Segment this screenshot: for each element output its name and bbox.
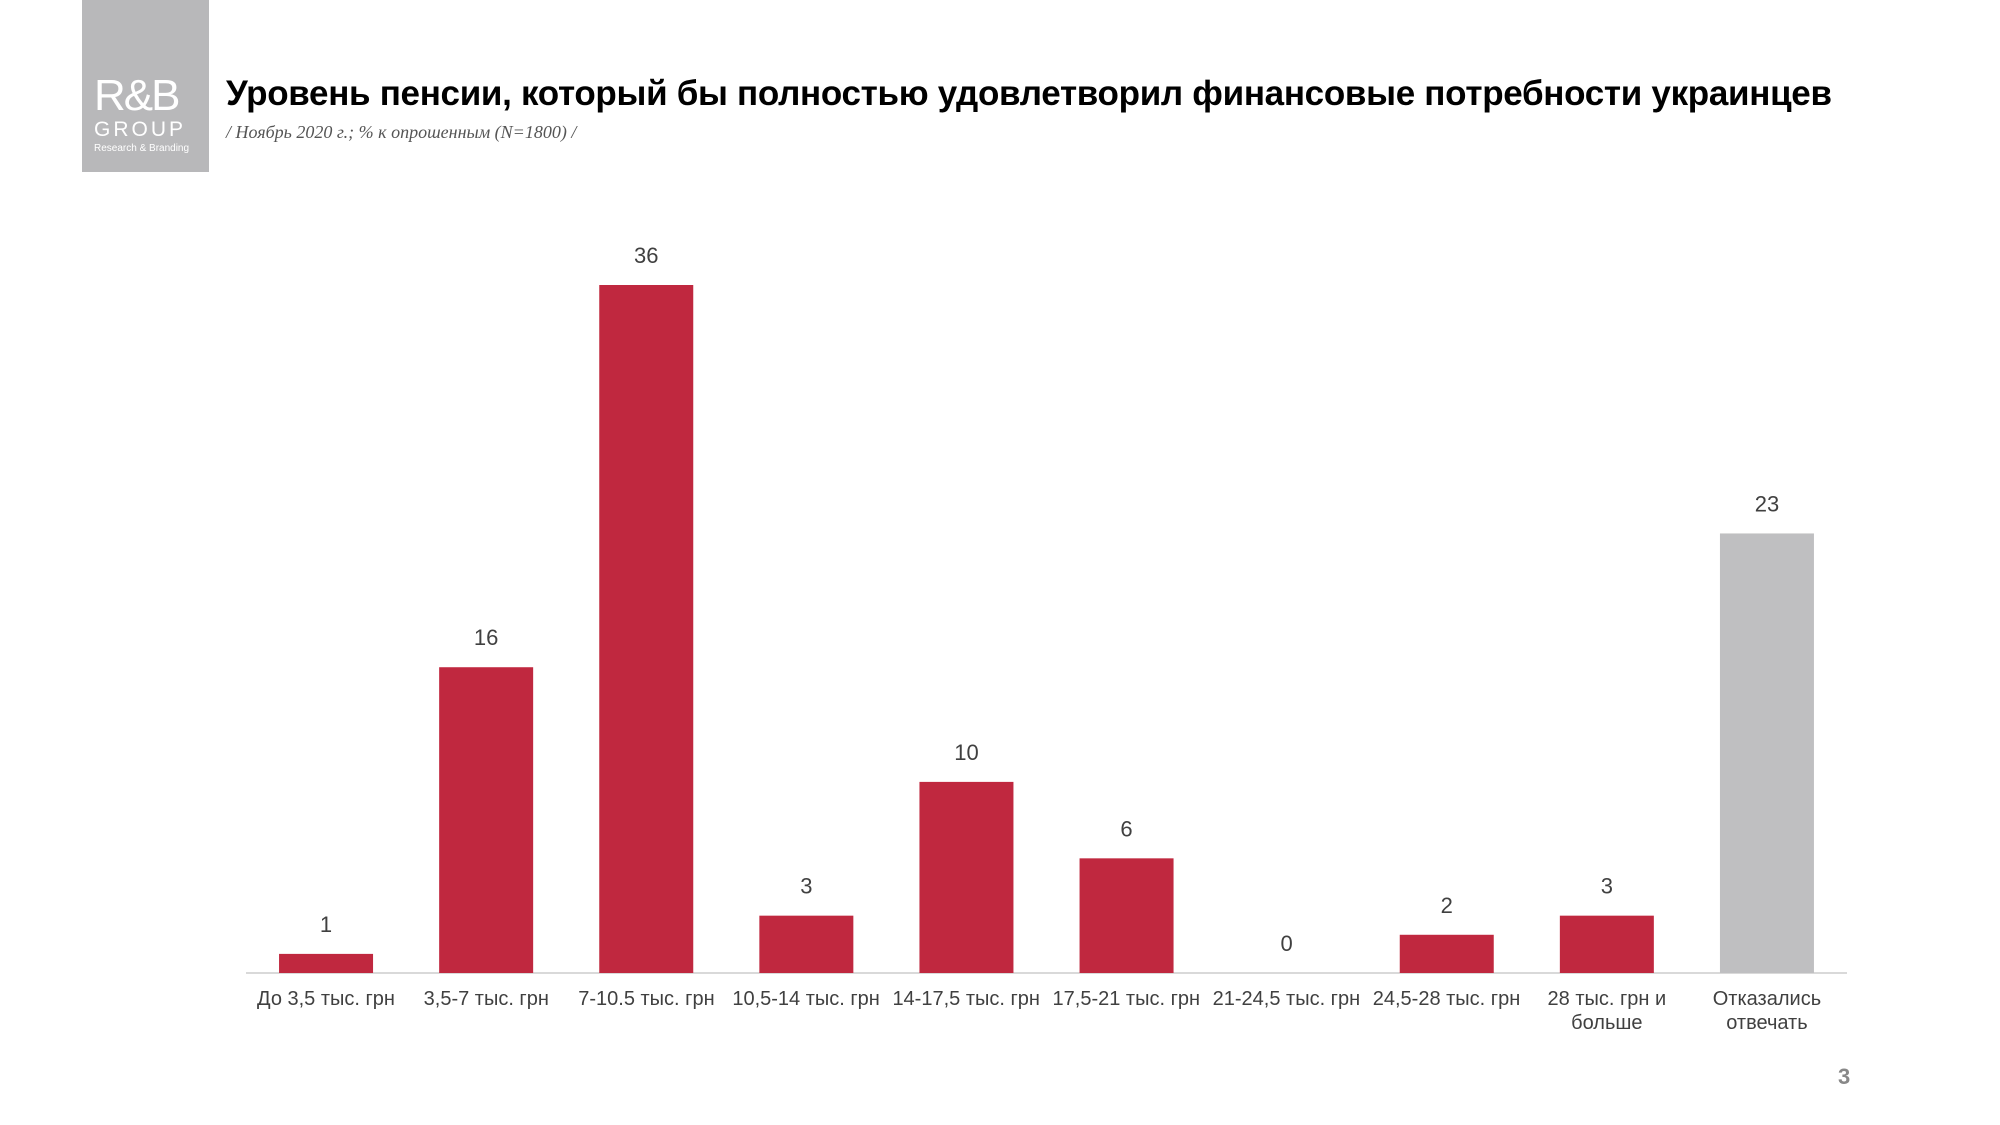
x-tick-label: 17,5-21 тыс. грн xyxy=(1052,988,1201,1010)
x-tick-label: До 3,5 тыс. грн xyxy=(257,988,395,1010)
data-label: 23 xyxy=(1755,491,1779,516)
bar xyxy=(279,953,374,973)
x-tick-label: 24,5-28 тыс. грн xyxy=(1372,988,1521,1010)
data-label: 16 xyxy=(474,625,498,650)
bar xyxy=(1719,533,1814,973)
data-label: 2 xyxy=(1441,893,1453,918)
data-label: 10 xyxy=(954,740,978,765)
x-tick-label: 10,5-14 тыс. грн xyxy=(732,988,880,1010)
x-tick-label: 14-17,5 тыс. грн xyxy=(892,988,1040,1010)
logo-group: GROUP xyxy=(94,118,187,141)
logo-tagline: Research & Branding xyxy=(94,143,190,154)
bar xyxy=(1399,934,1494,973)
x-tick-label: 28 тыс. грн и больше xyxy=(1547,988,1667,1034)
logo-brand: R&B xyxy=(94,71,180,120)
page-number: 3 xyxy=(1838,1064,1851,1089)
data-label: 0 xyxy=(1281,931,1293,956)
bar xyxy=(1559,915,1654,973)
data-label: 3 xyxy=(800,874,812,899)
bar xyxy=(439,667,534,973)
bar xyxy=(1079,858,1174,973)
chart-subtitle: / Ноябрь 2020 г.; % к опрошенным (N=1800… xyxy=(226,122,577,142)
bar xyxy=(919,781,1014,973)
data-label: 3 xyxy=(1601,874,1613,899)
logo: R&B GROUP Research & Branding xyxy=(82,0,209,172)
data-label: 1 xyxy=(320,912,332,937)
x-tick-label: 3,5-7 тыс. грн xyxy=(423,988,549,1010)
x-tick-label: Отказались отвечать xyxy=(1712,988,1822,1034)
x-tick-label: 7-10.5 тыс. грн xyxy=(578,988,715,1010)
bar xyxy=(759,915,854,973)
chart-title: Уровень пенсии, который бы полностью удо… xyxy=(226,74,1832,113)
bar xyxy=(599,285,694,973)
data-label: 36 xyxy=(634,243,658,268)
x-tick-label: 21-24,5 тыс. грн xyxy=(1212,988,1361,1010)
data-label: 6 xyxy=(1120,816,1132,841)
